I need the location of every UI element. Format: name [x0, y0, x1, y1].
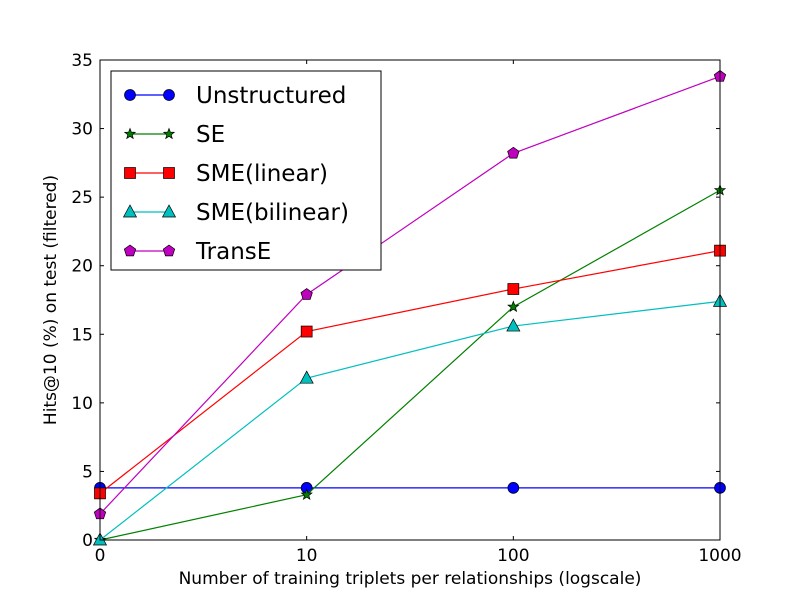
y-tick-label: 15 [71, 325, 93, 345]
legend-marker [163, 167, 175, 179]
data-point-sme-bilinear [299, 370, 314, 384]
legend-marker [124, 89, 136, 101]
y-tick-label: 0 [82, 531, 93, 551]
legend-entry: TransE [123, 239, 271, 265]
legend-marker [162, 244, 176, 257]
legend: Unstructured SE SME(linear) SME(bilinear) Tr… [110, 70, 382, 271]
legend-marker [124, 167, 136, 179]
series-line-sme-bilinear [99, 300, 721, 541]
data-point-se [300, 488, 313, 501]
legend-marker [123, 127, 137, 140]
legend-marker [162, 127, 176, 140]
legend-label: SME(bilinear) [196, 200, 349, 226]
x-axis-label: Number of training triplets per relation… [179, 569, 642, 589]
legend-entry: SME(linear) [124, 161, 328, 187]
y-tick-label: 35 [71, 51, 93, 71]
data-point-sme-linear [507, 283, 520, 295]
series-line-transe [99, 75, 721, 515]
y-tick-label: 25 [71, 188, 93, 208]
y-axis-label: Hits@10 (%) on test (filtered) [41, 175, 61, 425]
plot-frame [99, 59, 721, 541]
y-tick-label: 20 [71, 257, 93, 277]
legend-entry: SE [123, 122, 225, 148]
legend-marker [123, 244, 137, 257]
data-point-se [507, 300, 520, 313]
series-line-se [99, 189, 721, 541]
series-sme-linear [94, 244, 726, 500]
legend-box [110, 70, 382, 271]
legend-marker [161, 204, 177, 218]
y-tick-label: 5 [82, 462, 93, 482]
x-tick-label: 0 [95, 546, 106, 566]
data-point-sme-bilinear [506, 318, 521, 332]
data-point-sme-linear [300, 325, 313, 338]
y-tick-label: 30 [71, 120, 93, 140]
legend-marker [163, 89, 175, 101]
series-layer [92, 70, 728, 546]
legend-entry: Unstructured [124, 83, 346, 109]
legend-label: SME(linear) [196, 161, 328, 187]
legend-label: Unstructured [196, 83, 346, 109]
legend-label: SE [196, 122, 225, 148]
legend-label: TransE [195, 239, 271, 265]
legend-entry: SME(bilinear) [122, 200, 349, 226]
data-point-transe [507, 146, 520, 159]
series-sme-bilinear [92, 293, 728, 546]
x-tick-label: 10 [296, 546, 318, 566]
legend-marker [122, 204, 138, 218]
series-line-sme-linear [99, 250, 721, 494]
series-transe [93, 70, 727, 520]
x-tick-label: 100 [497, 546, 529, 566]
data-point-unstructured [507, 482, 520, 494]
x-tick-label: 1000 [698, 546, 741, 566]
data-point-transe [300, 288, 313, 300]
ticks-layer: 0 10 100 1000 0 5 10 15 20 25 30 35 [71, 51, 741, 566]
y-tick-label: 10 [71, 394, 93, 414]
series-unstructured [94, 482, 726, 494]
